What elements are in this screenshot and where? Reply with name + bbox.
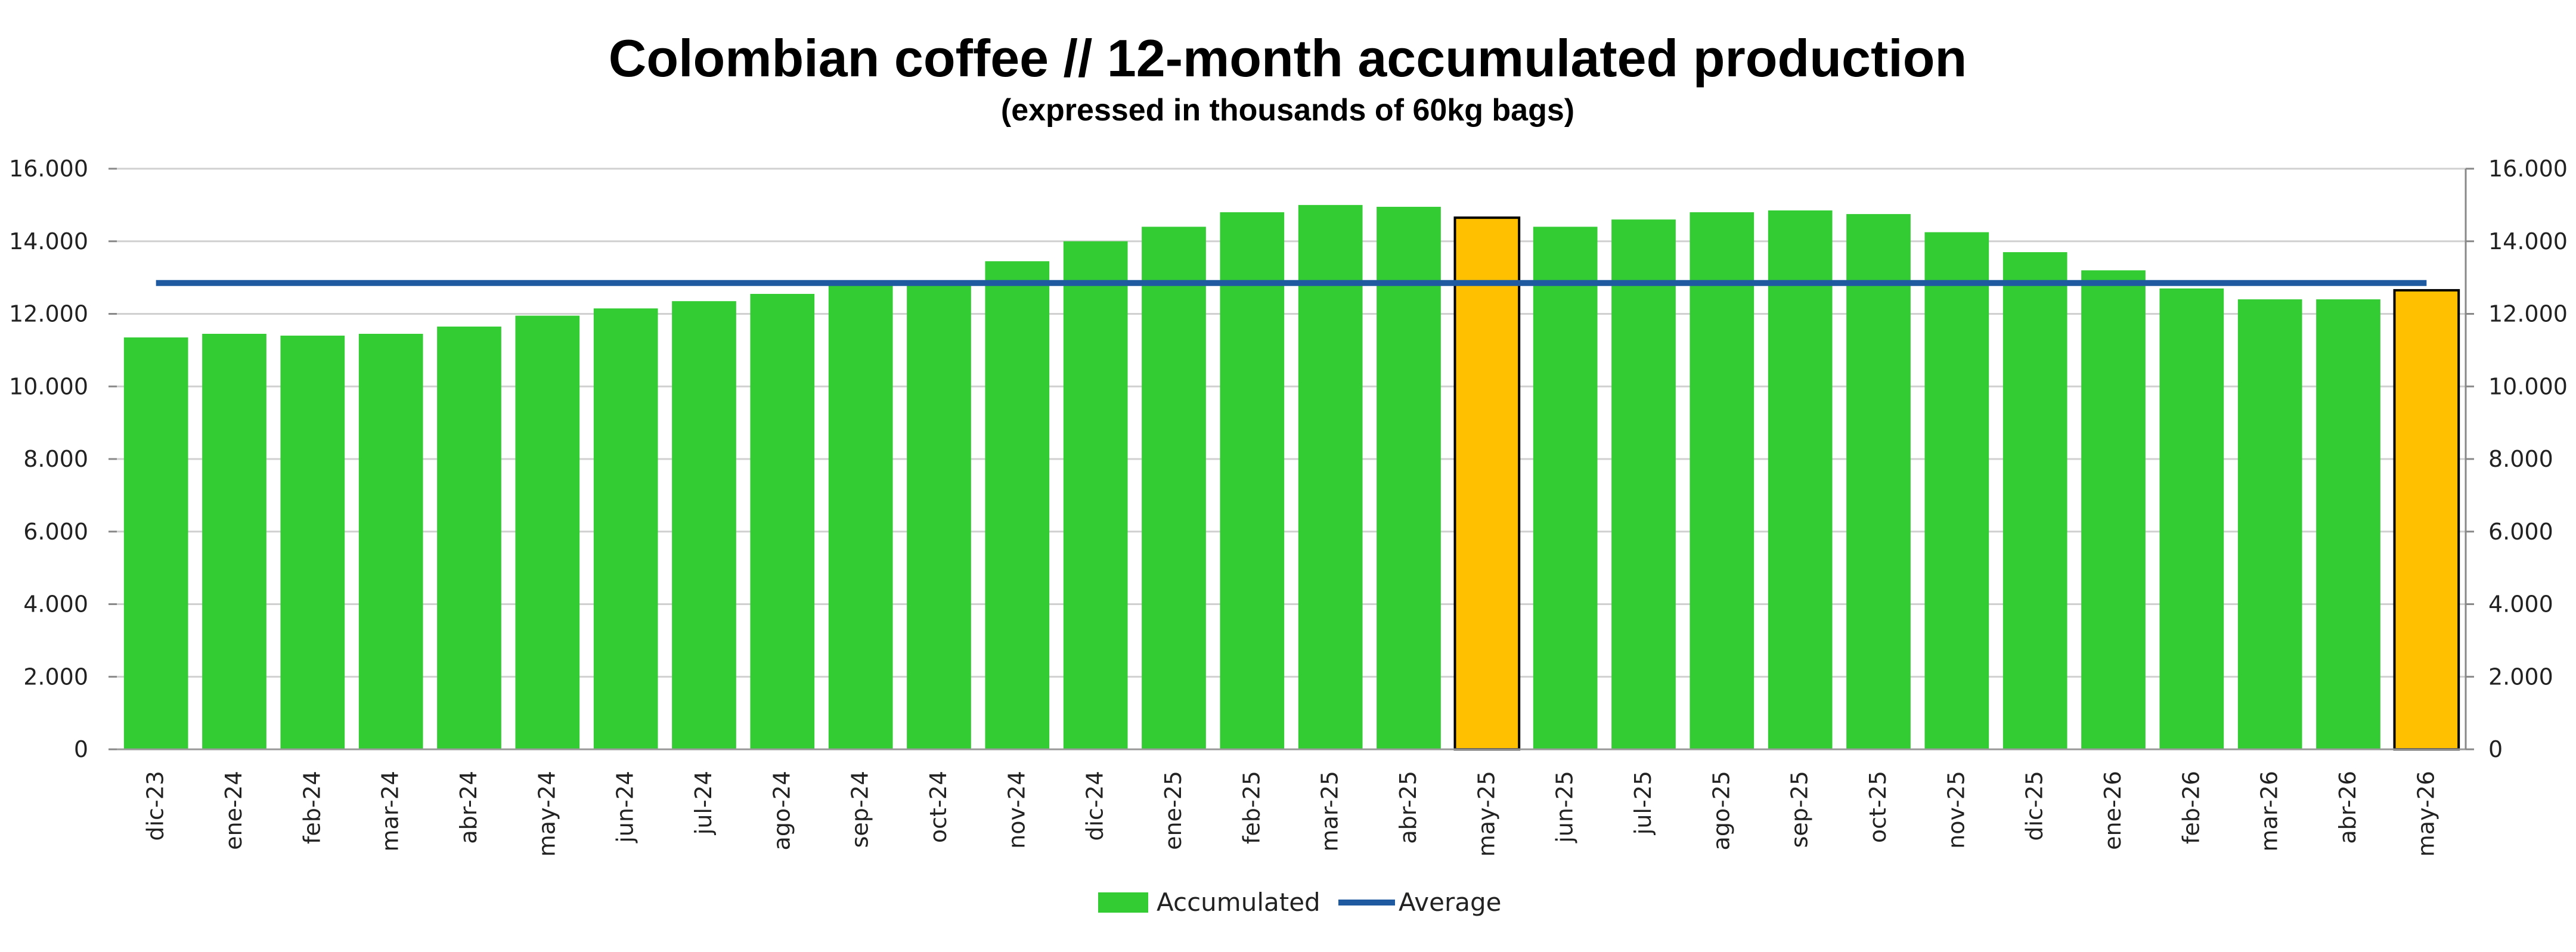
bar-feb-25 bbox=[1220, 212, 1285, 749]
y-tick-label-right: 0 bbox=[2488, 736, 2503, 762]
y-tick-label-left: 10.000 bbox=[9, 373, 88, 399]
x-axis-category-labels: dic-23 ene-24 feb-24 mar-24 abr-24 may-24 jun-… bbox=[142, 771, 2439, 857]
chart-title: Colombian coffee // 12-month accumulated… bbox=[609, 29, 1967, 88]
x-tick-label-ene-26: ene-26 bbox=[2100, 771, 2126, 850]
y-tick-label-left: 2.000 bbox=[23, 663, 88, 690]
bar-ene-24 bbox=[202, 333, 266, 749]
x-tick-label-jun-25: jun-25 bbox=[1552, 771, 1578, 844]
y-axis-left-ticks: 0 2.000 4.000 6.000 8.000 10.000 12.000 14.000 1… bbox=[9, 156, 88, 762]
x-tick-label-feb-26: feb-26 bbox=[2178, 771, 2204, 844]
y-tick-label-left: 12.000 bbox=[9, 301, 88, 327]
x-tick-label-sep-25: sep-25 bbox=[1787, 771, 1813, 848]
legend-label-average: Average bbox=[1399, 888, 1501, 917]
x-tick-label-may-24: may-24 bbox=[534, 771, 560, 857]
bar-abr-24 bbox=[437, 326, 501, 749]
x-tick-label-feb-25: feb-25 bbox=[1238, 771, 1264, 844]
gridlines bbox=[109, 168, 2474, 751]
x-tick-label-ago-25: ago-25 bbox=[1708, 771, 1734, 850]
axes bbox=[117, 169, 2467, 751]
y-tick-label-left: 16.000 bbox=[9, 156, 88, 182]
bar-abr-26 bbox=[2316, 299, 2380, 749]
bar-jun-25 bbox=[1533, 227, 1598, 749]
y-tick-label-right: 2.000 bbox=[2488, 663, 2553, 690]
legend-label-accumulated: Accumulated bbox=[1157, 888, 1320, 917]
legend-swatch-accumulated bbox=[1098, 892, 1148, 913]
bar-nov-25 bbox=[1924, 232, 1989, 749]
x-tick-label-mar-25: mar-25 bbox=[1317, 771, 1343, 852]
bar-oct-25 bbox=[1846, 214, 1911, 749]
x-tick-label-abr-26: abr-26 bbox=[2335, 771, 2361, 844]
x-tick-label-feb-24: feb-24 bbox=[299, 771, 325, 844]
bar-mar-24 bbox=[358, 333, 423, 749]
x-tick-label-nov-24: nov-24 bbox=[1003, 771, 1030, 849]
x-tick-label-abr-25: abr-25 bbox=[1395, 771, 1421, 844]
y-tick-label-right: 16.000 bbox=[2488, 156, 2568, 182]
x-tick-label-dic-24: dic-24 bbox=[1082, 771, 1108, 841]
x-tick-label-jul-25: jul-25 bbox=[1630, 771, 1656, 835]
y-tick-label-right: 12.000 bbox=[2488, 301, 2568, 327]
bar-sep-25 bbox=[1768, 210, 1833, 750]
x-tick-label-oct-25: oct-25 bbox=[1865, 771, 1891, 843]
x-tick-label-mar-26: mar-26 bbox=[2256, 771, 2283, 852]
x-tick-label-jul-24: jul-24 bbox=[690, 771, 717, 835]
bar-mar-25 bbox=[1298, 204, 1363, 749]
bar-feb-26 bbox=[2159, 288, 2224, 749]
bar-dic-25 bbox=[2002, 252, 2067, 749]
bar-oct-24 bbox=[907, 283, 971, 750]
bar-jul-25 bbox=[1611, 219, 1676, 750]
x-tick-label-jun-24: jun-24 bbox=[612, 771, 638, 844]
bar-mar-26 bbox=[2237, 299, 2302, 749]
x-tick-label-may-25: may-25 bbox=[1473, 771, 1499, 857]
y-tick-label-right: 6.000 bbox=[2488, 519, 2553, 545]
bar-may-26 bbox=[2393, 289, 2460, 751]
chart-subtitle: (expressed in thousands of 60kg bags) bbox=[1001, 93, 1574, 128]
y-tick-label-left: 4.000 bbox=[23, 591, 88, 618]
bar-ago-25 bbox=[1690, 212, 1754, 749]
x-tick-label-dic-25: dic-25 bbox=[2022, 771, 2048, 841]
y-tick-label-left: 14.000 bbox=[9, 228, 88, 255]
x-tick-label-ene-24: ene-24 bbox=[221, 771, 247, 850]
y-tick-label-left: 6.000 bbox=[23, 519, 88, 545]
x-tick-label-may-26: may-26 bbox=[2413, 771, 2439, 857]
bar-may-24 bbox=[515, 315, 580, 749]
legend: Accumulated Average bbox=[1098, 888, 1501, 917]
x-tick-label-sep-24: sep-24 bbox=[847, 771, 873, 848]
x-tick-label-ene-25: ene-25 bbox=[1160, 771, 1186, 850]
bar-ene-25 bbox=[1142, 227, 1206, 749]
bar-series bbox=[123, 204, 2460, 751]
bar-ene-26 bbox=[2081, 270, 2146, 749]
bar-nov-24 bbox=[985, 261, 1050, 749]
bar-jun-24 bbox=[593, 308, 658, 749]
x-tick-label-abr-24: abr-24 bbox=[455, 771, 482, 844]
y-tick-label-left: 8.000 bbox=[23, 446, 88, 472]
bar-dic-24 bbox=[1063, 241, 1128, 749]
bar-ago-24 bbox=[750, 294, 815, 749]
bar-jul-24 bbox=[672, 301, 736, 750]
y-tick-label-right: 14.000 bbox=[2488, 228, 2568, 255]
x-tick-label-dic-23: dic-23 bbox=[142, 771, 169, 841]
y-tick-label-left: 0 bbox=[74, 736, 88, 762]
x-tick-label-mar-24: mar-24 bbox=[377, 771, 404, 852]
bar-dic-23 bbox=[123, 337, 188, 749]
x-tick-label-nov-25: nov-25 bbox=[1943, 771, 1969, 849]
x-tick-label-oct-24: oct-24 bbox=[925, 771, 951, 843]
x-tick-label-ago-24: ago-24 bbox=[768, 771, 795, 850]
y-tick-label-right: 8.000 bbox=[2488, 446, 2553, 472]
bar-abr-25 bbox=[1377, 206, 1441, 749]
bar-feb-24 bbox=[280, 336, 345, 749]
y-tick-label-right: 10.000 bbox=[2488, 373, 2568, 399]
y-tick-label-right: 4.000 bbox=[2488, 591, 2553, 618]
bar-sep-24 bbox=[828, 284, 893, 749]
bar-may-25 bbox=[1453, 216, 1521, 751]
y-axis-right-ticks: 0 2.000 4.000 6.000 8.000 10.000 12.000 14.000 1… bbox=[2488, 156, 2568, 762]
